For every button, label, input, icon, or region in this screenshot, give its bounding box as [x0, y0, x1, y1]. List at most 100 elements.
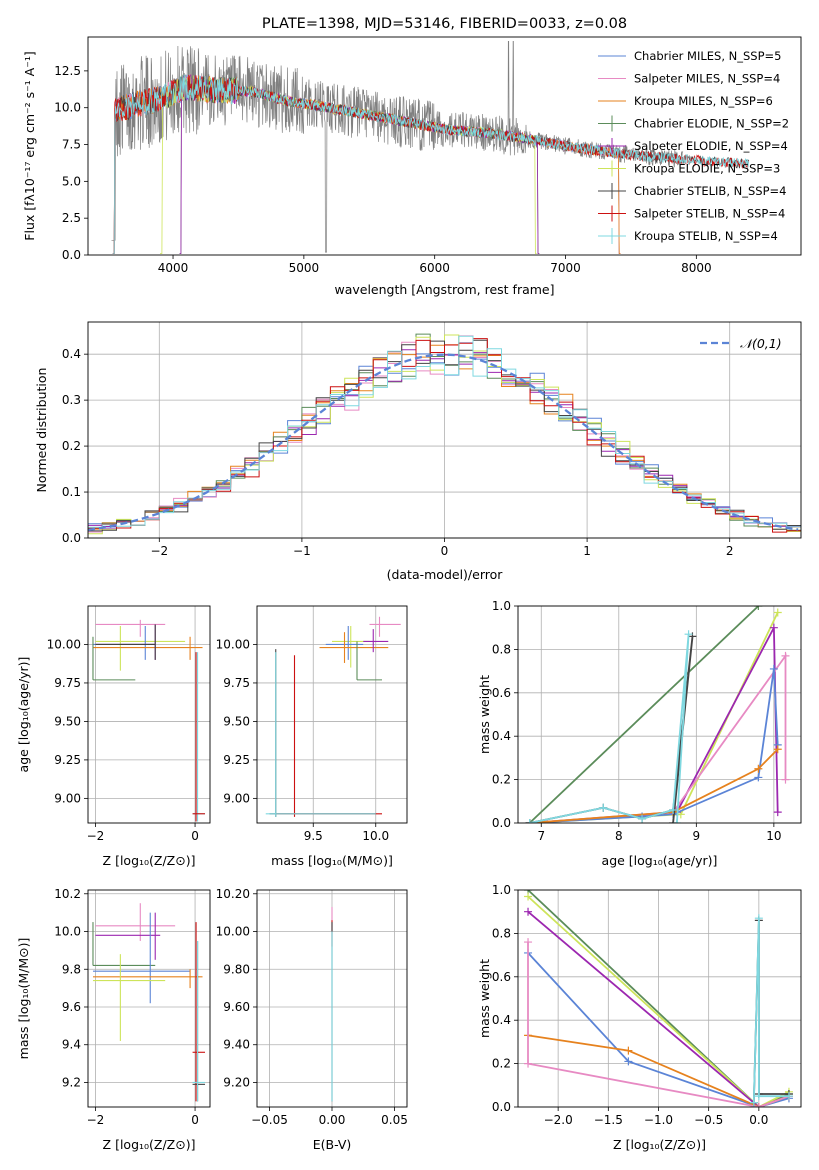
- errorbar-k_elodie: [92, 954, 166, 1041]
- y-axis-label: mass weight: [477, 675, 492, 754]
- x-axis-label: age [log₁₀(age/yr)]: [602, 853, 718, 868]
- y-tick-label: 10.20: [216, 887, 250, 901]
- x-tick-label: 0: [191, 829, 199, 843]
- y-tick-label: 9.50: [223, 714, 250, 728]
- legend-label: Kroupa STELIB, N_SSP=4: [634, 229, 778, 243]
- errorbar-s_stelib: [192, 922, 206, 1102]
- series-point: [524, 938, 533, 947]
- x-axis-label: Z [log₁₀(Z/Z⊙)]: [103, 853, 196, 868]
- y-tick-label: 0.2: [492, 1057, 511, 1071]
- model-spectrum-k_elodie: [160, 75, 537, 254]
- errorbar-c_elodie: [356, 641, 382, 681]
- x-tick-label: 9.5: [304, 829, 323, 843]
- series-point: [524, 892, 533, 901]
- series-line: [529, 634, 690, 823]
- series-point: [669, 819, 678, 823]
- x-tick-label: −2: [150, 544, 168, 558]
- series-c_miles: [525, 664, 782, 823]
- x-tick-label: −2: [87, 1113, 105, 1127]
- y-axis-label: Normed distribution: [34, 368, 49, 493]
- errorbar-s_miles: [369, 616, 401, 637]
- errorbar-c_stelib: [269, 649, 376, 817]
- errorbar-k_stelib: [265, 652, 376, 817]
- series-point: [754, 606, 763, 610]
- y-tick-label: 10.00: [216, 925, 250, 939]
- series-c_stelib: [525, 632, 697, 823]
- x-axis-label: (data-model)/error: [387, 567, 504, 582]
- plot-frame: [87, 605, 211, 824]
- y-tick-label: 9.20: [223, 1075, 250, 1089]
- normal-curve: [88, 353, 799, 532]
- series-point: [638, 814, 647, 823]
- series-line: [528, 606, 760, 823]
- x-tick-label: −0.05: [251, 1113, 288, 1127]
- y-tick-label: 9.50: [54, 714, 81, 728]
- x-tick-label: −1: [293, 544, 311, 558]
- x-tick-label: 7000: [550, 261, 581, 275]
- y-tick-label: 9.80: [223, 962, 250, 976]
- x-axis-label: Z [log₁₀(Z/Z⊙)]: [103, 1137, 196, 1152]
- y-tick-label: 0.6: [492, 686, 511, 700]
- y-tick-label: 0.8: [492, 642, 511, 656]
- series-point: [754, 1103, 763, 1107]
- series-point: [684, 630, 693, 639]
- histograms: [88, 333, 801, 537]
- series-c_elodie: [525, 606, 763, 823]
- plot-frame: [87, 889, 211, 1108]
- x-tick-label: 0: [191, 1113, 199, 1127]
- y-tick-label: 0.2: [62, 439, 81, 453]
- series-line: [527, 952, 790, 1107]
- series-line: [529, 653, 787, 823]
- series-point: [525, 819, 534, 823]
- errorbar-s_elodie: [95, 912, 161, 960]
- y-tick-label: 9.00: [54, 791, 81, 805]
- series-point: [754, 1092, 763, 1101]
- series-point: [784, 1092, 793, 1101]
- errorbar-k_stelib: [192, 940, 206, 1102]
- errorbar-c_miles: [92, 912, 191, 1004]
- series-line: [752, 918, 789, 1103]
- series-line: [529, 627, 779, 823]
- x-tick-label: 8000: [681, 261, 712, 275]
- y-tick-label: 0.0: [492, 816, 511, 830]
- x-axis-label: wavelength [Angstrom, rest frame]: [334, 282, 554, 297]
- series-point: [624, 1046, 633, 1055]
- errorbar-c_stelib: [192, 940, 206, 1102]
- plot-frame: [517, 889, 802, 1108]
- series-k_elodie: [525, 608, 782, 823]
- legend-label: Salpeter ELODIE, N_SSP=4: [634, 139, 788, 153]
- y-tick-label: 12.5: [54, 64, 81, 78]
- errorbar-k_miles: [319, 632, 389, 663]
- legend-label: Chabrier MILES, N_SSP=5: [634, 49, 781, 63]
- errorbar-c_elodie: [92, 636, 136, 681]
- errorbar-s_elodie: [363, 629, 389, 653]
- errorbar-c_miles: [92, 626, 156, 660]
- y-tick-label: 0.6: [492, 970, 511, 984]
- model-spectrum-s_elodie: [179, 74, 540, 254]
- errorbars: [92, 903, 206, 1102]
- spectrum-lines: [111, 41, 750, 254]
- x-tick-label: 0.05: [381, 1113, 408, 1127]
- y-tick-label: 2.5: [62, 211, 81, 225]
- panel-mass_vs_EBV: −0.05 0.00 0.05 9.20 9.40 9.60 9.80 10.00 10.20 E…: [216, 887, 408, 1152]
- errorbar-c_elodie: [92, 922, 156, 967]
- plot-frame: [256, 605, 408, 824]
- series-line: [527, 890, 790, 1107]
- panel-age_vs_mass: 9.5 10.0 9.00 9.25 9.50 9.75 10.00 mass [log₁₀(…: [216, 605, 408, 868]
- x-tick-label: −2.0: [544, 1113, 573, 1127]
- panel-spectrum: 4000 5000 6000 7000 8000 0.0 2.5 5.0 7.5 10.0 12.5…: [22, 16, 802, 297]
- y-tick-label: 9.6: [62, 1000, 81, 1014]
- y-tick-label: 0.0: [62, 248, 81, 262]
- y-tick-label: 0.8: [492, 926, 511, 940]
- x-tick-label: 7: [537, 829, 545, 843]
- panel-weight_vs_age: 7 8 9 10 0.0 0.2 0.4 0.6 0.8 1.0 age [log₁₀(age/yr…: [477, 599, 802, 868]
- x-tick-label: 1: [583, 544, 591, 558]
- x-tick-label: 0: [441, 544, 449, 558]
- y-tick-label: 0.4: [492, 729, 511, 743]
- errorbars: [265, 616, 401, 817]
- x-tick-label: −1.0: [644, 1113, 673, 1127]
- series-point: [773, 745, 782, 754]
- series-point: [599, 803, 608, 812]
- series-line: [527, 942, 790, 1107]
- errorbar-k_miles: [92, 969, 203, 989]
